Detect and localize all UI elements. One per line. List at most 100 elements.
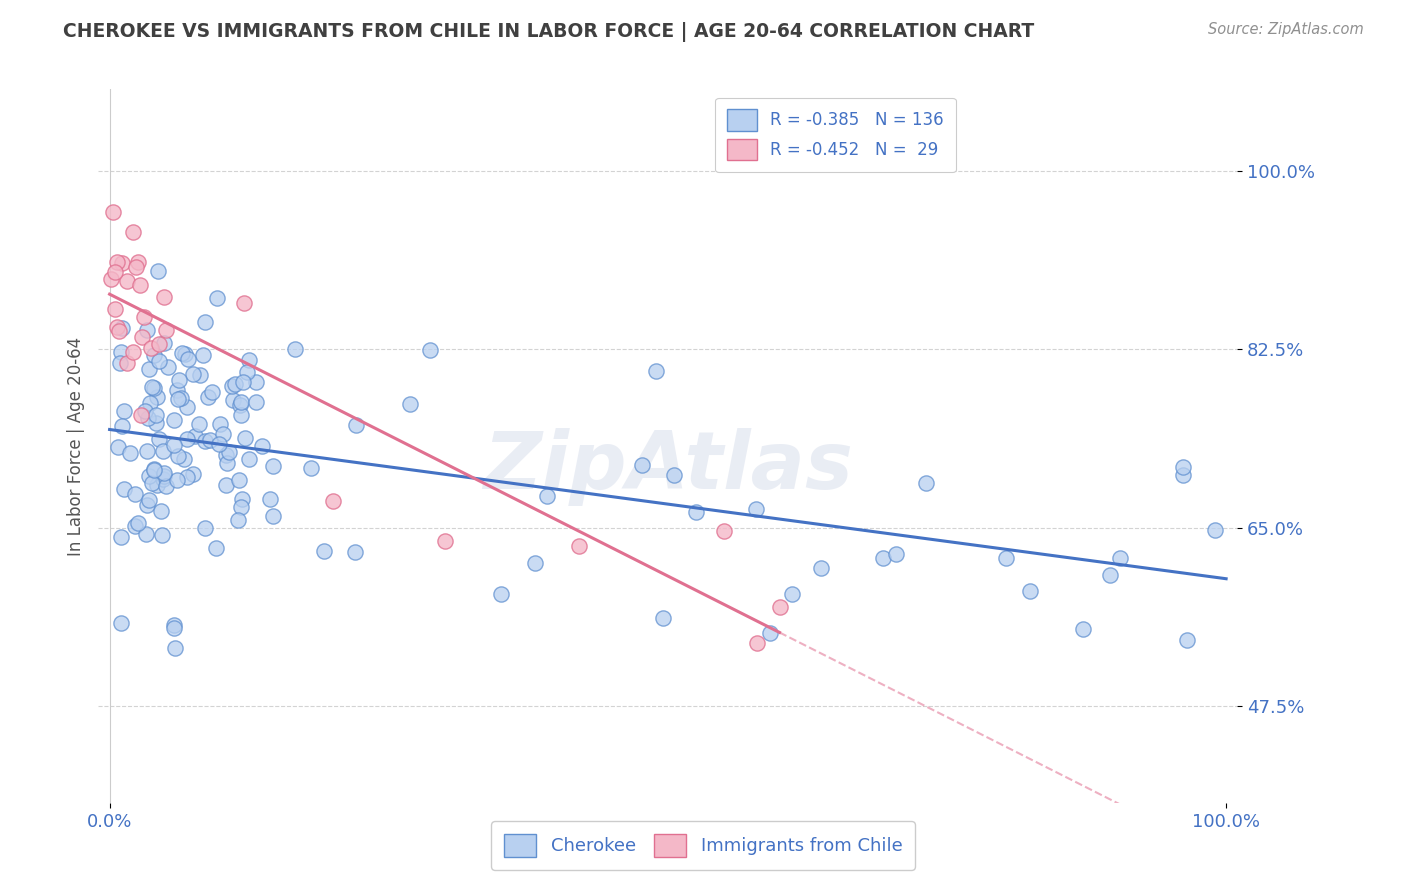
Point xyxy=(218,444,240,458)
Point xyxy=(262,458,284,473)
Point xyxy=(233,431,256,445)
Point xyxy=(112,483,135,497)
Point xyxy=(134,404,156,418)
Point xyxy=(238,452,260,467)
Point xyxy=(121,344,143,359)
Point xyxy=(129,409,152,423)
Point xyxy=(197,391,219,405)
Point xyxy=(238,353,260,368)
Point xyxy=(1071,622,1094,636)
Point xyxy=(138,362,160,376)
Point xyxy=(208,417,231,431)
Point xyxy=(135,498,157,512)
Point xyxy=(231,492,253,507)
Point xyxy=(433,534,456,549)
Point xyxy=(419,343,441,357)
Text: CHEROKEE VS IMMIGRANTS FROM CHILE IN LABOR FORCE | AGE 20-64 CORRELATION CHART: CHEROKEE VS IMMIGRANTS FROM CHILE IN LAB… xyxy=(63,22,1035,42)
Point xyxy=(163,437,186,451)
Point xyxy=(713,524,735,538)
Point xyxy=(166,384,188,398)
Point xyxy=(127,516,149,530)
Point xyxy=(184,428,207,442)
Point xyxy=(191,348,214,362)
Point xyxy=(262,509,284,524)
Point xyxy=(122,225,145,239)
Point xyxy=(222,393,245,408)
Point xyxy=(125,260,148,274)
Point xyxy=(111,419,134,434)
Point xyxy=(346,417,368,432)
Point xyxy=(111,321,134,335)
Point xyxy=(143,348,166,362)
Point xyxy=(744,501,766,516)
Point xyxy=(205,291,228,305)
Point xyxy=(107,324,129,338)
Point xyxy=(252,439,274,453)
Point xyxy=(100,272,122,286)
Point xyxy=(236,365,259,379)
Point xyxy=(194,521,217,535)
Point xyxy=(215,477,238,491)
Point xyxy=(224,376,246,391)
Point xyxy=(1099,567,1122,582)
Text: Source: ZipAtlas.com: Source: ZipAtlas.com xyxy=(1208,22,1364,37)
Point xyxy=(145,417,167,431)
Point xyxy=(107,440,129,454)
Point xyxy=(127,255,149,269)
Point xyxy=(104,264,127,278)
Point xyxy=(111,255,134,269)
Point xyxy=(136,444,159,458)
Point xyxy=(115,274,138,288)
Point xyxy=(110,530,132,544)
Point xyxy=(284,342,307,356)
Point xyxy=(344,544,367,558)
Point xyxy=(124,487,146,501)
Point xyxy=(110,345,132,359)
Point xyxy=(245,395,267,409)
Point xyxy=(163,618,186,632)
Point xyxy=(101,204,124,219)
Y-axis label: In Labor Force | Age 20-64: In Labor Force | Age 20-64 xyxy=(66,336,84,556)
Point xyxy=(148,336,170,351)
Point xyxy=(259,492,281,507)
Point xyxy=(142,461,165,475)
Point xyxy=(118,446,141,460)
Point xyxy=(167,373,190,387)
Point xyxy=(567,539,589,553)
Point xyxy=(145,408,167,422)
Point xyxy=(652,610,675,624)
Point xyxy=(176,470,198,484)
Point xyxy=(157,359,180,374)
Point xyxy=(105,254,128,268)
Point xyxy=(205,541,228,555)
Point xyxy=(228,473,250,487)
Point xyxy=(148,354,170,368)
Point xyxy=(143,463,166,477)
Point xyxy=(232,375,254,389)
Point xyxy=(153,290,176,304)
Point xyxy=(322,494,344,508)
Point xyxy=(685,506,707,520)
Point xyxy=(166,449,188,463)
Point xyxy=(163,641,186,656)
Point xyxy=(212,426,235,441)
Point xyxy=(170,391,193,405)
Point xyxy=(105,320,128,334)
Point xyxy=(536,489,558,503)
Point xyxy=(872,551,894,566)
Point xyxy=(141,379,163,393)
Point xyxy=(994,550,1017,565)
Point xyxy=(221,379,243,393)
Point xyxy=(232,295,254,310)
Point xyxy=(124,518,146,533)
Point xyxy=(884,548,907,562)
Point xyxy=(312,543,335,558)
Point xyxy=(110,616,132,631)
Point xyxy=(150,528,173,542)
Point xyxy=(229,395,252,409)
Point xyxy=(163,413,186,427)
Point xyxy=(524,556,547,570)
Point xyxy=(170,345,193,359)
Point xyxy=(152,468,174,483)
Point xyxy=(1204,524,1226,538)
